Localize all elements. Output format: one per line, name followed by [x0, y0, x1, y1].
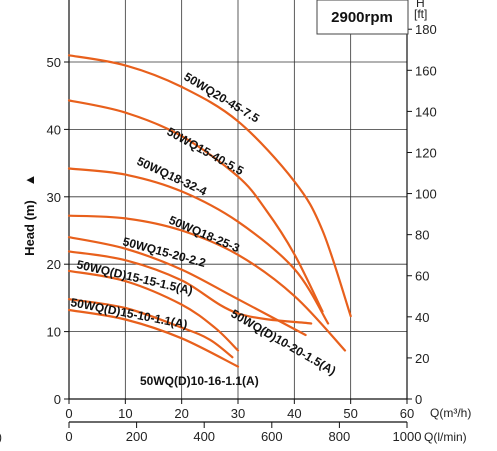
chart-grid [68, 0, 408, 400]
y2-tick-label: 80 [415, 228, 429, 243]
x2-tick-label: 0 [65, 429, 72, 444]
y2-tick-label: 60 [415, 269, 429, 284]
x-tick-label: 0 [65, 406, 72, 421]
chart-curves [67, 54, 352, 368]
curve-50WQ(D)10-16-1.1(A) [67, 308, 240, 368]
y2-tick-label: 180 [415, 22, 437, 37]
curve-50WQ18-25-3 [67, 214, 347, 352]
x-tick-label: 50 [343, 406, 357, 421]
y-axis-arrow-icon: ▲ [22, 174, 37, 187]
curve-label: 50WQ(D)10-20-1.5(A) [229, 306, 339, 377]
y-tick-label: 40 [47, 122, 61, 137]
curve-50WQ(D)15-15-1.5(A) [67, 269, 240, 352]
y2-tick-label: 120 [415, 145, 437, 160]
y-tick-label: 20 [47, 257, 61, 272]
q-lmin-unit: Q(l/min) [424, 430, 467, 444]
curve-labels: 50WQ20-45-7.550WQ15-40-5.550WQ18-32-450W… [69, 70, 338, 388]
y-tick-label: 0 [54, 392, 61, 407]
ft-axis-unit-top: H [416, 0, 425, 10]
chart-axes: 0 10 20 30 40 50 600 200 400 600 800 10000102030405… [47, 0, 437, 444]
left-edge-fragment: ) [0, 430, 2, 444]
y2-tick-label: 40 [415, 310, 429, 325]
y2-tick-label: 140 [415, 104, 437, 119]
y-axis-title: Head (m) ▲ [22, 174, 37, 256]
y2-tick-label: 100 [415, 187, 437, 202]
x2-tick-label: 400 [193, 429, 215, 444]
q-m3h-unit: Q(m³/h) [430, 406, 471, 420]
curve-label: 50WQ18-32-4 [135, 154, 210, 199]
ft-axis-unit: [ft] [414, 7, 427, 21]
x2-tick-label: 200 [126, 429, 148, 444]
y2-tick-label: 0 [415, 392, 422, 407]
x-tick-label: 60 [400, 406, 414, 421]
y-tick-label: 30 [47, 190, 61, 205]
y2-tick-label: 160 [415, 63, 437, 78]
curve-label: 50WQ(D)10-16-1.1(A) [140, 374, 259, 388]
curve-label: 50WQ20-45-7.5 [181, 70, 262, 126]
x2-tick-label: 800 [329, 429, 351, 444]
curve-50WQ20-45-7.5 [67, 54, 352, 318]
curve-50WQ15-20-2.2 [67, 250, 313, 325]
x2-tick-label: 600 [261, 429, 283, 444]
y-axis-label: Head (m) [22, 200, 37, 256]
y-tick-label: 50 [47, 55, 61, 70]
x-tick-label: 40 [287, 406, 301, 421]
curve-50WQ18-32-4 [67, 167, 330, 325]
rpm-badge-text: 2900rpm [331, 9, 393, 26]
rpm-badge: 2900rpm [316, 0, 409, 35]
x-tick-label: 20 [174, 406, 188, 421]
y-tick-label: 10 [47, 325, 61, 340]
x-tick-label: 30 [231, 406, 245, 421]
x2-tick-label: 1000 [393, 429, 422, 444]
x-tick-label: 10 [118, 406, 132, 421]
curve-50WQ15-40-5.5 [67, 99, 324, 313]
curve-50WQ(D)15-10-1.1(A) [67, 298, 234, 359]
y2-tick-label: 20 [415, 351, 429, 366]
curve-50WQ(D)10-20-1.5(A) [67, 236, 307, 337]
